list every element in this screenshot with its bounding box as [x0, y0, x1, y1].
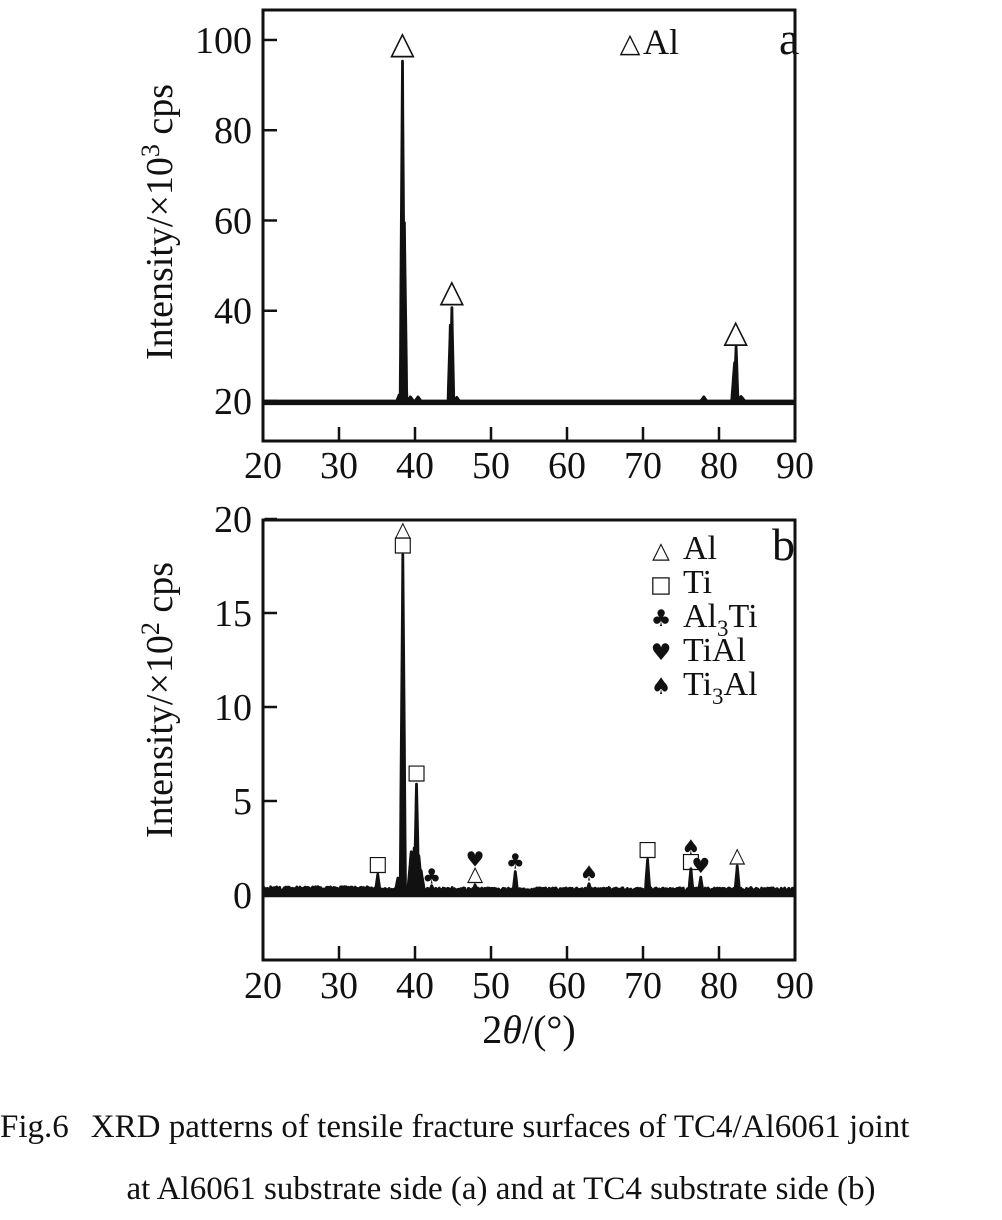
- x-tick-label: 30: [320, 445, 358, 487]
- legend-label: Al3Ti: [683, 598, 758, 641]
- legend-symbol: △: [620, 28, 641, 59]
- peak-marker: ♣: [506, 850, 525, 874]
- legend-symbol: △: [652, 538, 670, 564]
- y-tick-label: 15: [214, 593, 252, 635]
- axis-box: [261, 518, 797, 962]
- caption-line-1: Fig.6 XRD patterns of tensile fracture s…: [0, 1096, 1002, 1158]
- x-tick-label: 60: [548, 445, 586, 487]
- peak-marker: ♠: [681, 835, 700, 859]
- peak-marker: △: [395, 517, 412, 541]
- caption-line-2: at Al6061 substrate side (a) and at TC4 …: [0, 1158, 1002, 1220]
- y-tick-label: 20: [214, 499, 252, 541]
- y-tick-label: 10: [214, 687, 252, 729]
- x-tick-label: 40: [396, 965, 434, 1007]
- caption-text-line1: XRD patterns of tensile fracture surface…: [90, 1109, 910, 1145]
- legend-label: TiAl: [683, 632, 746, 669]
- x-tick-label: 20: [244, 965, 282, 1007]
- xrd-trace-b: [261, 553, 797, 898]
- x-tick-label: 70: [624, 445, 662, 487]
- peak-marker: △: [729, 843, 746, 867]
- x-tick-label: 50: [472, 965, 510, 1007]
- caption-figure-label: Fig.6: [0, 1109, 69, 1145]
- panel-a: △ △ △ 20 30 40 50 60 70 80 90 20 40 60 80 100 Intensity/…: [136, 8, 814, 487]
- panel-letter-a: a: [779, 13, 799, 64]
- panel-letter-b: b: [772, 519, 795, 570]
- x-tick-label: 90: [776, 965, 814, 1007]
- x-tick-label: 40: [396, 445, 434, 487]
- peak-marker: △: [467, 862, 484, 886]
- x-tick-label: 20: [244, 445, 282, 487]
- x-tick-label: 60: [548, 965, 586, 1007]
- peak-marker: □: [681, 849, 701, 873]
- peak-marker: □: [393, 532, 413, 556]
- peak-marker: □: [407, 760, 427, 784]
- figure-caption: Fig.6 XRD patterns of tensile fracture s…: [0, 1096, 1002, 1220]
- x-axis-label: 2θ/(°): [482, 1007, 575, 1052]
- peak-marker: ♥: [691, 854, 710, 878]
- legend: △ Al: [620, 22, 679, 62]
- peak-marker: △: [723, 312, 748, 350]
- y-tick-label: 5: [233, 781, 252, 823]
- legend-label: Al: [643, 22, 679, 62]
- xrd-trace-a: [261, 59, 797, 406]
- peak-marker: △: [440, 272, 465, 310]
- y-tick-label: 20: [214, 381, 252, 423]
- y-axis-label: Intensity/×102 cps: [136, 562, 181, 838]
- caption-text-line2: at Al6061 substrate side (a) and at TC4 …: [126, 1171, 876, 1207]
- peak-marker: △: [390, 23, 415, 61]
- legend-label: Ti: [683, 564, 712, 601]
- legend-symbol: ♠: [651, 674, 672, 700]
- y-axis-label: Intensity/×103 cps: [136, 84, 181, 360]
- x-tick-label: 80: [700, 445, 738, 487]
- legend-label: Ti3Al: [683, 666, 758, 709]
- x-tick-label: 90: [776, 445, 814, 487]
- x-tick-label: 70: [624, 965, 662, 1007]
- peak-marker: ♥: [466, 848, 485, 872]
- y-tick-label: 0: [233, 875, 252, 917]
- y-tick-label: 80: [214, 110, 252, 152]
- peak-marker: ♠: [580, 862, 599, 886]
- y-tick-label: 40: [214, 291, 252, 333]
- legend-label: Al: [683, 530, 717, 567]
- xrd-figure-svg: △△△20 30 40 50 60 70 80 9020406080100Intensity/…: [136, 8, 814, 1052]
- peak-marker: □: [638, 836, 658, 860]
- x-tick-label: 80: [700, 965, 738, 1007]
- panel-b: △□□□♣♥△♣♠□ ♠□♥ △20 30 40 50 60 70 80 9005101520In…: [136, 499, 814, 1052]
- y-tick-label: 100: [195, 20, 252, 62]
- axis-box: [261, 8, 797, 443]
- legend-symbol: □: [650, 572, 672, 598]
- x-tick-label: 30: [320, 965, 358, 1007]
- x-tick-label: 50: [472, 445, 510, 487]
- legend-symbol: ♥: [651, 640, 672, 666]
- legend-symbol: ♣: [651, 606, 672, 632]
- peak-marker: ♣: [422, 865, 441, 889]
- y-tick-label: 60: [214, 200, 252, 242]
- peak-marker: □: [368, 851, 388, 875]
- legend: △ Al □ Ti ♣ Al3Ti ♥ TiAl ♠ Ti3Al: [650, 530, 757, 709]
